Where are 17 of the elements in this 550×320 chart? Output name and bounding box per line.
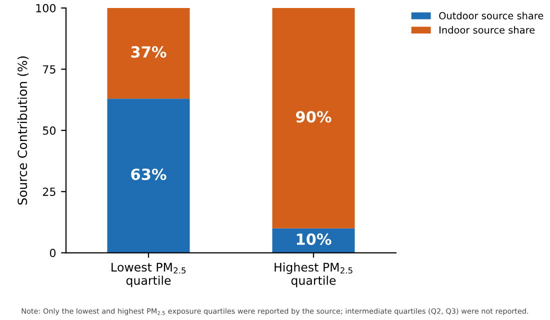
legend-label: Indoor source share xyxy=(440,26,535,34)
y-tick-label: 50 xyxy=(42,126,56,135)
y-axis-title: Source Contribution (%) xyxy=(17,56,29,205)
data-label: 63% xyxy=(131,168,166,180)
bar xyxy=(107,98,190,253)
x-tick-label: Lowest PM$_{2.5}$ quartile xyxy=(112,262,186,288)
y-tick-label: 25 xyxy=(42,188,56,196)
y-tick-label: 0 xyxy=(50,248,56,258)
x-tick-label: Highest PM$_{2.5}$ quartile xyxy=(274,262,352,288)
legend-label: Outdoor source share xyxy=(439,12,544,20)
data-label: 10% xyxy=(296,233,332,245)
y-tick-label: 75 xyxy=(43,65,56,74)
data-label: 90% xyxy=(296,111,332,123)
y-tick-label: 100 xyxy=(36,4,56,12)
bar xyxy=(107,8,190,99)
bar xyxy=(272,8,355,228)
data-label: 37% xyxy=(131,46,166,58)
